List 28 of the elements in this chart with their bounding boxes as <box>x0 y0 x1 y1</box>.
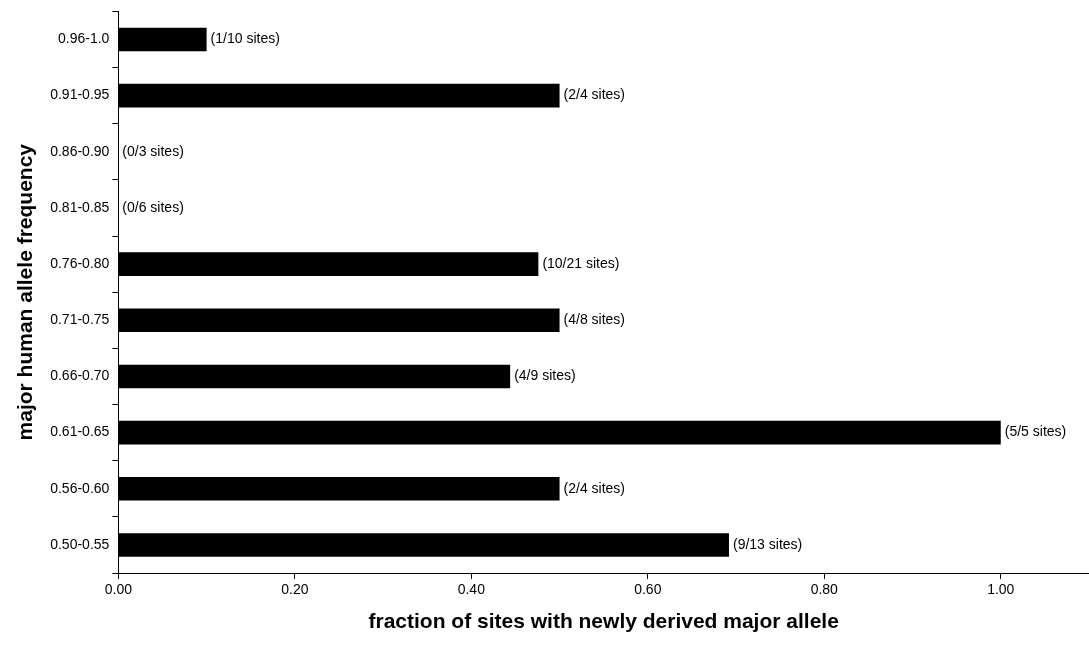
data-label: (0/6 sites) <box>122 198 184 215</box>
x-axis-title: fraction of sites with newly derived major allele <box>368 609 839 633</box>
y-tick-label: 0.56-0.60 <box>50 479 110 496</box>
x-tick-label: 0.60 <box>634 581 662 598</box>
data-label: (9/13 sites) <box>732 535 803 552</box>
data-label: (10/21 sites) <box>542 254 620 271</box>
data-label: (5/5 sites) <box>1004 423 1067 440</box>
y-tick-label: 0.50-0.55 <box>50 535 110 552</box>
x-tick-label: 1.00 <box>987 581 1015 598</box>
y-tick-label: 0.76-0.80 <box>50 254 110 271</box>
y-tick-label: 0.71-0.75 <box>50 311 110 328</box>
x-tick-label: 0.40 <box>457 581 486 598</box>
data-label: (0/3 sites) <box>122 142 184 159</box>
x-tick-label: 0.20 <box>281 581 309 598</box>
data-label: (4/9 sites) <box>514 367 576 384</box>
y-tick-label: 0.66-0.70 <box>50 367 110 384</box>
data-label: (1/10 sites) <box>210 30 280 47</box>
y-tick-label: 0.91-0.95 <box>50 86 110 103</box>
x-tick-label: 0.00 <box>104 581 133 598</box>
y-tick-label: 0.86-0.90 <box>50 142 110 159</box>
data-label: (2/4 sites) <box>563 479 626 496</box>
y-tick-label: 0.61-0.65 <box>50 423 110 440</box>
data-label: (2/4 sites) <box>563 86 626 103</box>
y-tick-label: 0.96-1.0 <box>57 30 110 47</box>
y-axis-title: major human allele frequency <box>13 143 37 441</box>
data-label: (4/8 sites) <box>563 311 626 328</box>
x-tick-label: 0.80 <box>810 581 839 598</box>
y-tick-label: 0.81-0.85 <box>50 198 110 215</box>
